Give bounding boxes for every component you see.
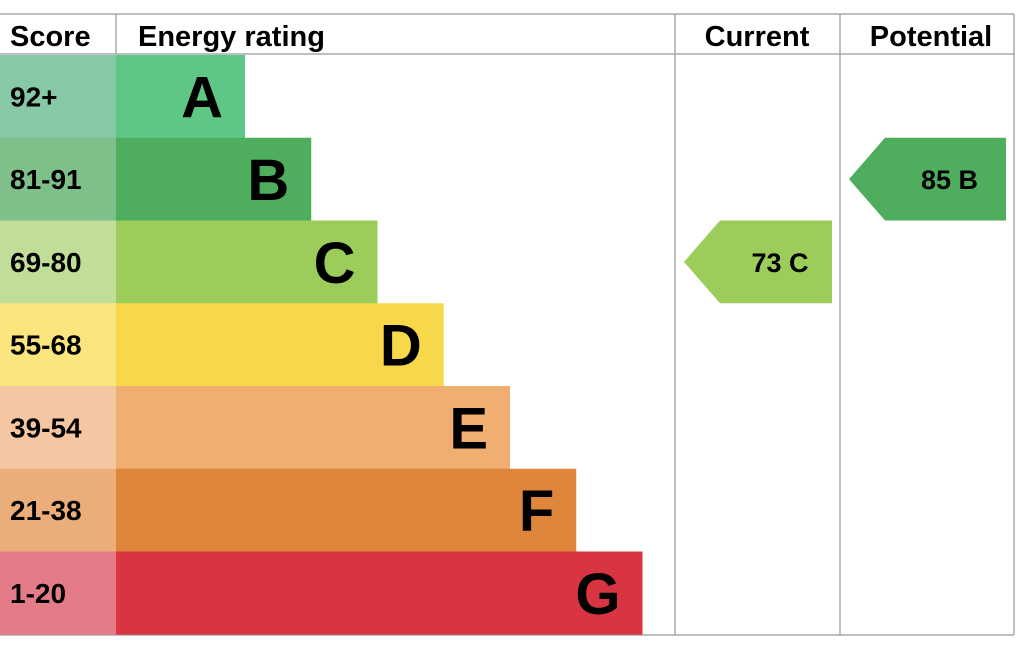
band-letter-b: B (247, 148, 289, 213)
band-letter-d: D (380, 314, 422, 379)
score-range-a: 92+ (10, 81, 58, 112)
band-bar-a (116, 55, 245, 139)
band-bar-f (116, 468, 577, 552)
potential-arrow (849, 137, 1006, 221)
header-energy-rating: Energy rating (138, 21, 325, 53)
header-potential: Potential (870, 21, 992, 53)
band-bar-d (116, 303, 444, 387)
current-rating-label: 73 C (751, 248, 808, 278)
score-range-b: 81-91 (10, 164, 82, 195)
band-bar-g (116, 551, 643, 635)
score-cell-g (0, 551, 116, 635)
band-bar-e (116, 386, 510, 470)
score-cell-b (0, 137, 116, 221)
band-letter-f: F (519, 479, 554, 544)
header-current: Current (705, 21, 810, 53)
band-letter-e: E (449, 396, 488, 461)
current-arrow (684, 220, 832, 304)
band-bar-c (116, 220, 378, 304)
header-score: Score (10, 21, 91, 53)
band-bar-b (116, 137, 312, 221)
score-cell-f (0, 468, 116, 552)
score-cell-d (0, 303, 116, 387)
band-letter-c: C (314, 231, 356, 296)
band-letter-g: G (575, 562, 620, 627)
band-letter-a: A (181, 65, 223, 130)
rating-indicators: 73 C 85 B (684, 137, 1006, 304)
score-cell-a (0, 55, 116, 139)
score-cell-e (0, 386, 116, 470)
score-range-f: 21-38 (10, 495, 82, 526)
score-range-d: 55-68 (10, 330, 82, 361)
score-range-c: 69-80 (10, 247, 82, 278)
score-range-e: 39-54 (10, 412, 82, 443)
score-cell-c (0, 220, 116, 304)
rating-bands: 92+ A 81-91 B 69-80 C 55-68 D 39-54 E 21-38 F 1-20 G (0, 55, 643, 635)
chart-grid (0, 13, 1015, 636)
potential-rating-label: 85 B (921, 165, 978, 195)
score-range-g: 1-20 (10, 578, 66, 609)
